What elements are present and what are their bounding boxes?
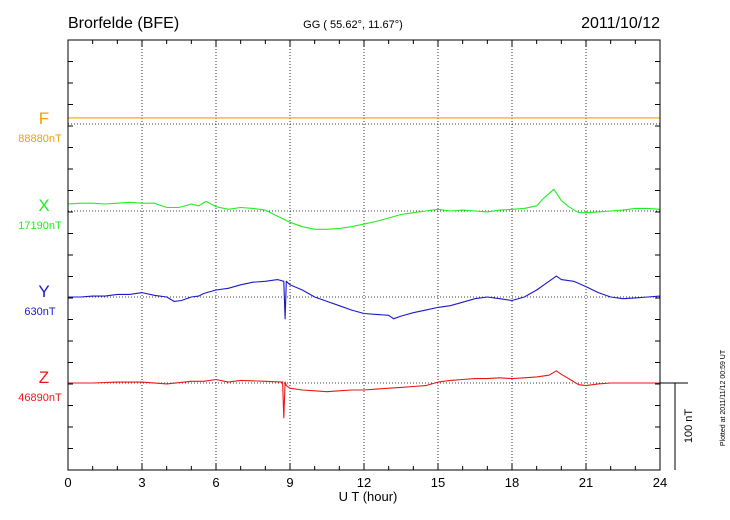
series-baseline-value-x: 17190nT [18,220,62,232]
x-tick-label-0: 0 [64,475,71,490]
x-tick-label-6: 6 [212,475,219,490]
grid [141,40,587,470]
x-tick-label-9: 9 [286,475,293,490]
series-name-x: X [38,196,49,215]
series-baseline-value-y: 630nT [24,306,55,318]
series-labels: F 88880nT X 17190nT Y 630nT Z 46890nT [18,109,62,404]
x-tick-label-15: 15 [431,475,445,490]
series-line-z [68,370,660,419]
series-line-x [67,188,661,230]
plot-frame [67,39,661,471]
x-axis-label: U T (hour) [339,489,398,504]
x-tick-label-3: 3 [138,475,145,490]
series-baseline-value-z: 46890nT [18,392,62,404]
series-line-y [68,275,661,320]
station-coordinates: GG ( 55.62°, 11.67°) [303,19,403,31]
series-name-f: F [39,109,49,128]
ticks [67,40,661,470]
x-tick-label-21: 21 [579,475,593,490]
series-baseline-value-f: 88880nT [18,133,62,145]
scale-bar-label: 100 nT [683,409,695,444]
scale-bar: 100 nT [660,382,695,470]
series-name-y: Y [38,282,49,301]
plot-date: 2011/10/12 [581,15,660,32]
x-tick-label-18: 18 [505,475,519,490]
x-tick-label-12: 12 [357,475,371,490]
plotted-timestamp: Plotted at 2011/11/12 00:59 UT [720,349,727,446]
x-tick-labels: 0 3 6 9 12 15 18 21 24 [64,475,667,490]
series-name-z: Z [39,368,49,387]
x-tick-label-24: 24 [653,475,667,490]
station-title: Brorfelde (BFE) [68,15,179,32]
series-lines [67,117,661,419]
